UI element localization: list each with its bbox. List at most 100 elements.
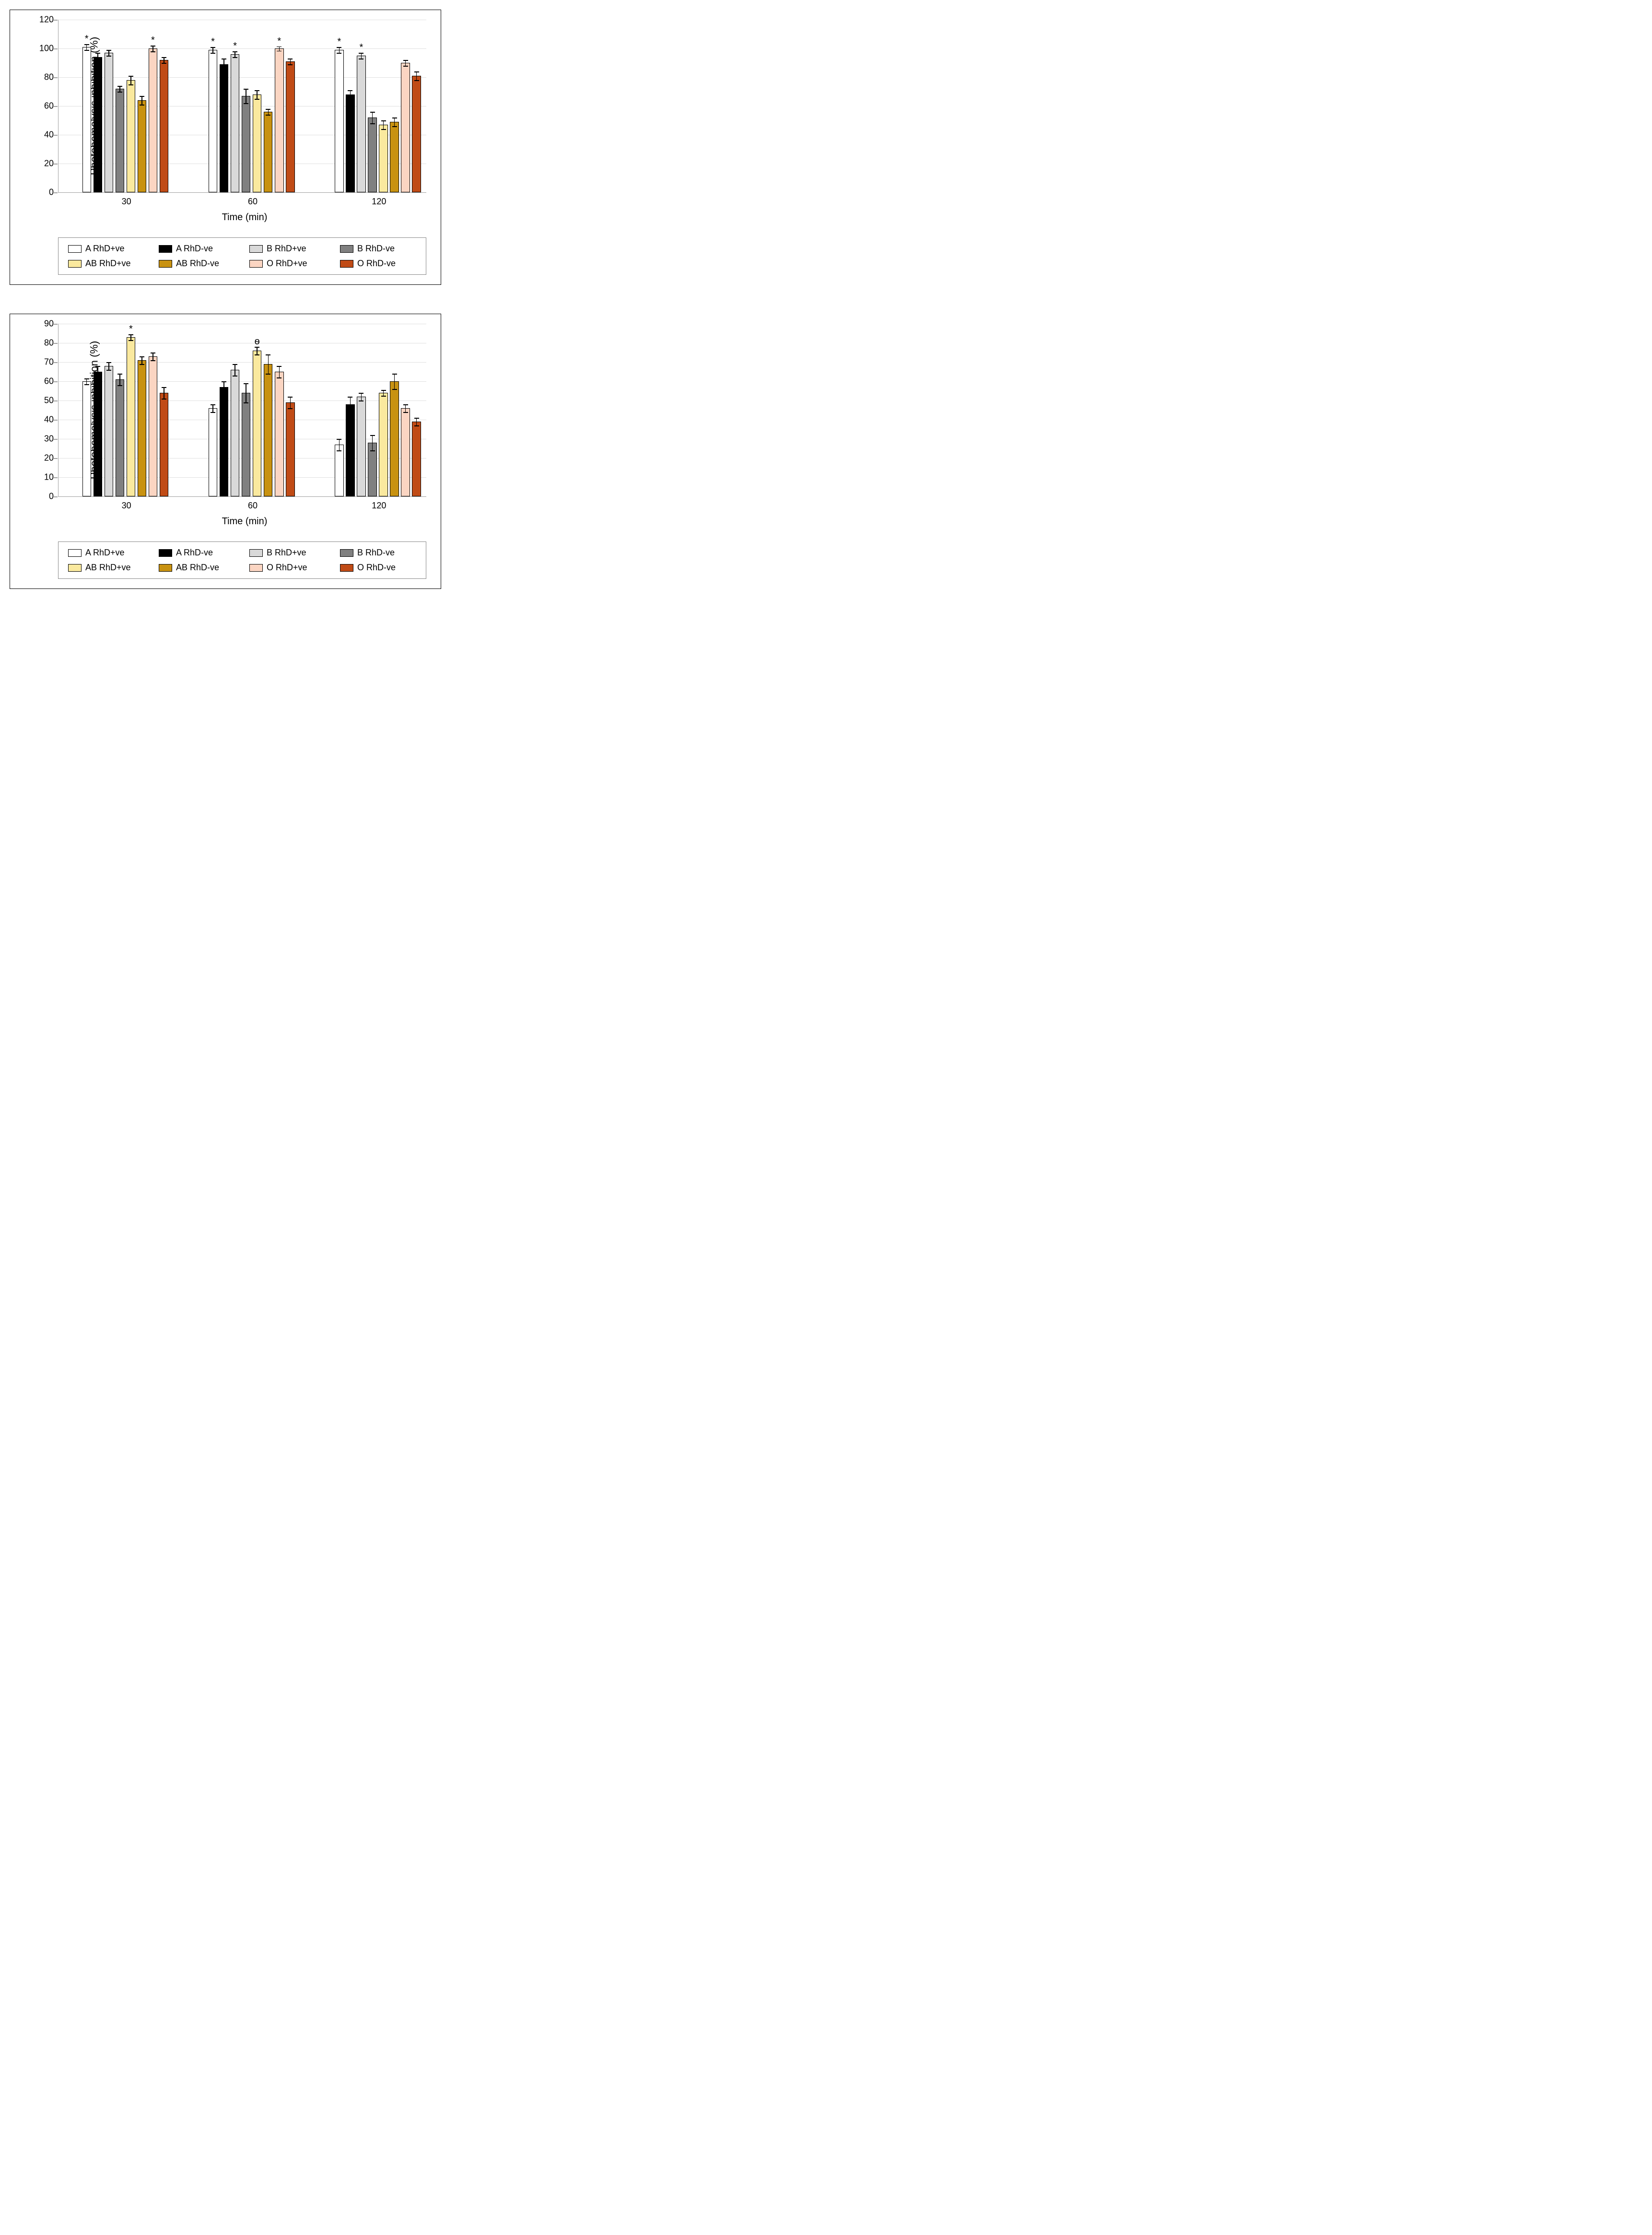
legend-swatch <box>159 564 172 572</box>
error-bar <box>339 47 340 53</box>
error-bar <box>223 381 224 393</box>
error-bar <box>279 366 280 377</box>
y-tick <box>54 20 58 21</box>
error-cap-bottom <box>95 61 100 62</box>
error-cap-top <box>414 71 419 72</box>
error-cap-bottom <box>370 450 375 451</box>
bar-O-RhD+ve <box>149 48 157 192</box>
error-cap-bottom <box>129 84 133 85</box>
error-cap-bottom <box>266 374 270 375</box>
bar-AB-RhD+ve <box>127 337 135 496</box>
y-tick-label: 30 <box>35 434 54 444</box>
chart-container-0: 020406080100120Photohemolysis inhibition… <box>10 10 441 285</box>
y-tick-label: 40 <box>35 415 54 425</box>
bar-AB-RhD+ve <box>379 125 387 192</box>
error-bar <box>416 71 417 80</box>
x-axis-title: Time (min) <box>58 516 431 527</box>
legend-label: B RhD+ve <box>267 548 306 558</box>
error-cap-top <box>381 120 386 121</box>
legend-label: A RhD+ve <box>85 244 125 254</box>
error-cap-top <box>117 86 122 87</box>
bar-O-RhD+ve <box>401 63 410 192</box>
legend-swatch <box>68 245 82 253</box>
y-tick-label: 60 <box>35 376 54 387</box>
bar-AB-RhD-ve <box>390 381 398 496</box>
significance-marker: * <box>277 36 281 47</box>
x-tick-label: 30 <box>122 501 131 511</box>
plot-area: 020406080100120Photohemolysis inhibition… <box>58 20 426 193</box>
error-cap-bottom <box>106 370 111 371</box>
error-cap-bottom <box>222 70 226 71</box>
y-tick <box>54 77 58 78</box>
legend-swatch <box>159 260 172 268</box>
error-cap-bottom <box>337 450 341 451</box>
legend-item: A RhD-ve <box>159 548 235 558</box>
error-bar <box>234 51 235 57</box>
legend-item: AB RhD-ve <box>159 259 235 269</box>
legend-item: A RhD+ve <box>68 548 144 558</box>
error-bar <box>86 378 87 384</box>
bar-A-RhD+ve <box>209 408 217 496</box>
bar-A-RhD+ve <box>82 381 91 496</box>
legend-item: AB RhD+ve <box>68 259 144 269</box>
bar-O-RhD+ve <box>149 356 157 496</box>
error-cap-top <box>348 397 352 398</box>
bar-AB-RhD+ve <box>379 393 387 496</box>
error-cap-bottom <box>392 389 397 390</box>
bar-AB-RhD+ve <box>253 351 261 496</box>
bar-B-RhD+ve <box>105 53 113 192</box>
error-cap-top <box>370 112 375 113</box>
error-cap-bottom <box>106 56 111 57</box>
bar-A-RhD-ve <box>220 64 228 192</box>
error-cap-bottom <box>162 399 166 400</box>
y-tick-label: 40 <box>35 130 54 140</box>
error-bar <box>119 374 120 385</box>
legend-label: O RhD+ve <box>267 259 307 269</box>
error-cap-top <box>403 404 408 405</box>
legend-item: B RhD+ve <box>249 244 326 254</box>
legend-swatch <box>249 260 263 268</box>
error-cap-top <box>381 390 386 391</box>
error-bar <box>152 46 153 51</box>
y-tick-label: 20 <box>35 159 54 169</box>
legend-swatch <box>340 245 353 253</box>
y-tick <box>54 106 58 107</box>
error-cap-bottom <box>348 99 352 100</box>
y-tick-label: 0 <box>35 492 54 502</box>
bar-A-RhD+ve <box>209 50 217 192</box>
bar-O-RhD+ve <box>401 408 410 496</box>
error-bar <box>405 404 406 412</box>
legend-item: O RhD-ve <box>340 259 416 269</box>
error-cap-bottom <box>211 412 215 413</box>
y-tick <box>54 324 58 325</box>
bar-O-RhD+ve <box>275 372 283 496</box>
y-tick-label: 70 <box>35 357 54 367</box>
legend-item: B RhD+ve <box>249 548 326 558</box>
bar-O-RhD-ve <box>160 60 168 192</box>
legend-label: AB RhD+ve <box>85 563 131 573</box>
error-cap-bottom <box>129 340 133 341</box>
error-cap-top <box>95 366 100 367</box>
error-bar <box>86 44 87 50</box>
error-bar <box>350 90 351 99</box>
y-tick <box>54 496 58 497</box>
legend-item: A RhD-ve <box>159 244 235 254</box>
error-bar <box>405 60 406 66</box>
bar-AB-RhD-ve <box>390 122 398 192</box>
error-cap-bottom <box>151 51 155 52</box>
gridline <box>59 362 426 363</box>
y-tick-label: 50 <box>35 396 54 406</box>
significance-marker: * <box>233 41 237 52</box>
y-tick-label: 120 <box>35 15 54 25</box>
error-bar <box>372 435 373 450</box>
legend-swatch <box>159 549 172 557</box>
legend-item: A RhD+ve <box>68 244 144 254</box>
y-tick <box>54 192 58 193</box>
error-cap-top <box>359 393 363 394</box>
bar-B-RhD+ve <box>357 397 365 496</box>
error-cap-bottom <box>244 402 248 403</box>
y-tick <box>54 400 58 401</box>
legend-swatch <box>68 564 82 572</box>
gridline <box>59 77 426 78</box>
bar-B-RhD+ve <box>105 366 113 496</box>
